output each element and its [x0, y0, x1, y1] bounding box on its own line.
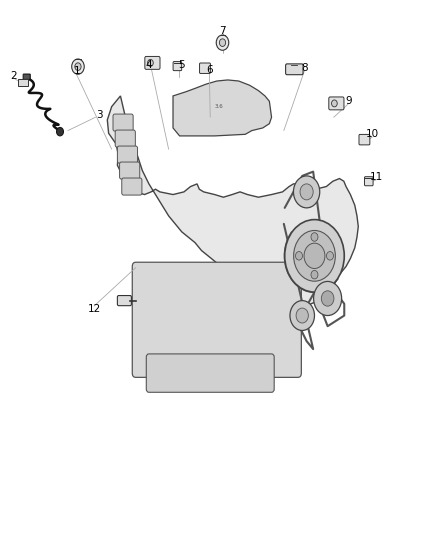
Text: 1: 1	[73, 66, 80, 76]
Text: 4: 4	[145, 60, 152, 70]
Text: 8: 8	[301, 63, 308, 73]
FancyBboxPatch shape	[132, 262, 301, 377]
Circle shape	[216, 35, 229, 50]
Circle shape	[314, 281, 342, 316]
FancyBboxPatch shape	[146, 354, 274, 392]
Circle shape	[285, 220, 344, 292]
Circle shape	[296, 308, 308, 323]
Circle shape	[75, 63, 81, 70]
FancyBboxPatch shape	[120, 162, 140, 179]
Circle shape	[300, 184, 313, 200]
Text: 3.6: 3.6	[215, 104, 223, 109]
FancyBboxPatch shape	[200, 63, 210, 74]
FancyBboxPatch shape	[173, 61, 182, 70]
Bar	[18, 79, 28, 86]
Polygon shape	[107, 96, 358, 306]
Text: 11: 11	[370, 172, 383, 182]
Circle shape	[321, 291, 334, 306]
FancyBboxPatch shape	[117, 295, 131, 306]
Circle shape	[332, 100, 337, 107]
FancyBboxPatch shape	[115, 130, 135, 147]
Circle shape	[57, 127, 64, 136]
Circle shape	[148, 60, 153, 67]
Circle shape	[293, 230, 336, 281]
Circle shape	[311, 233, 318, 241]
Circle shape	[311, 270, 318, 279]
Text: 2: 2	[11, 71, 18, 80]
Text: 9: 9	[345, 96, 352, 106]
FancyBboxPatch shape	[286, 64, 303, 75]
Text: 10: 10	[366, 130, 379, 139]
Circle shape	[304, 243, 325, 269]
Circle shape	[326, 252, 333, 260]
Circle shape	[296, 252, 303, 260]
FancyBboxPatch shape	[329, 97, 344, 110]
Text: 12: 12	[88, 304, 101, 314]
Text: 5: 5	[178, 60, 185, 70]
Circle shape	[293, 176, 320, 208]
FancyBboxPatch shape	[145, 56, 160, 69]
FancyBboxPatch shape	[117, 146, 138, 163]
FancyBboxPatch shape	[364, 176, 373, 185]
Circle shape	[290, 301, 314, 330]
Circle shape	[219, 39, 226, 46]
FancyBboxPatch shape	[113, 114, 133, 131]
FancyBboxPatch shape	[359, 134, 370, 145]
FancyBboxPatch shape	[23, 74, 30, 79]
FancyBboxPatch shape	[122, 178, 142, 195]
Text: 6: 6	[206, 66, 213, 75]
Polygon shape	[173, 80, 272, 136]
Circle shape	[72, 59, 84, 74]
Text: 3: 3	[96, 110, 103, 120]
Text: 7: 7	[219, 26, 226, 36]
